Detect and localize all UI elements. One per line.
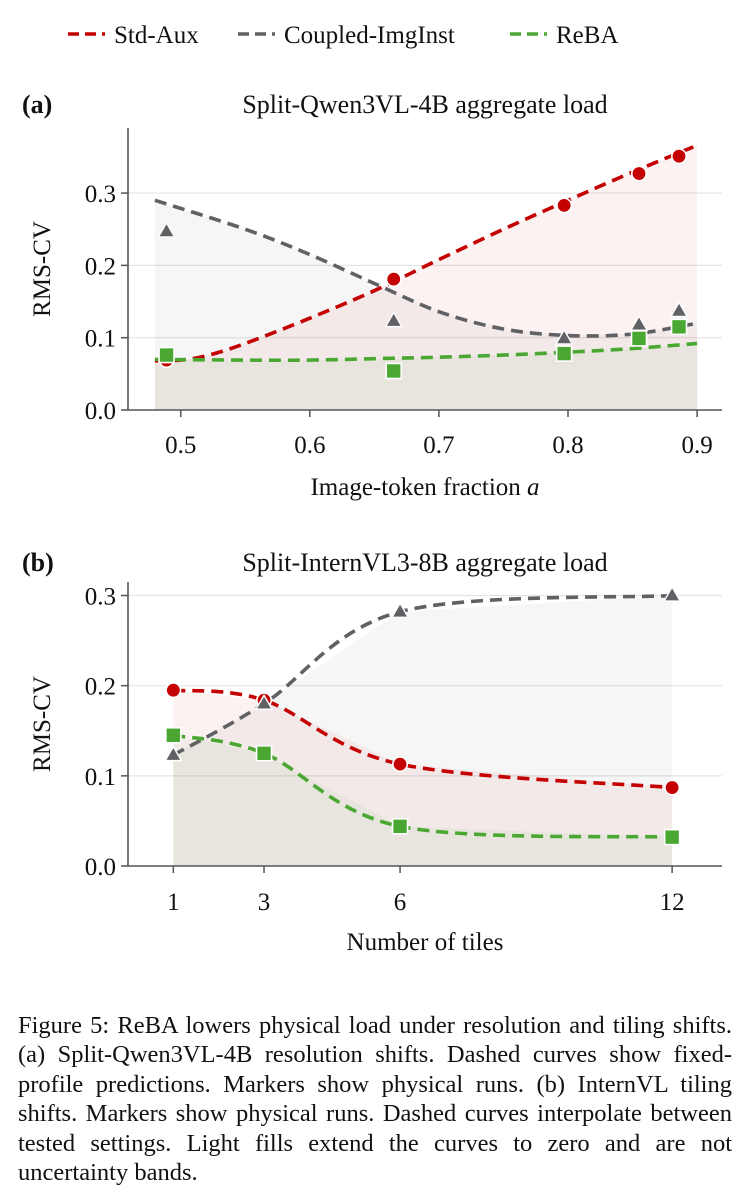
y-tick-label: 0.2	[85, 253, 116, 280]
x-tick-label: 6	[394, 889, 407, 916]
point-reba-4	[670, 318, 688, 336]
point-reba-2	[555, 345, 573, 362]
y-tick-label: 0.2	[85, 674, 116, 701]
point-std-aux-2	[392, 756, 409, 773]
point-std-aux-3	[664, 779, 681, 796]
y-tick-label: 0.3	[85, 181, 116, 208]
x-tick-label: 0.9	[681, 432, 712, 459]
y-tick-label: 0.0	[85, 854, 116, 881]
panel-b: 0.0 0.1 0.2 0.3 1 3 6 12 (b) Split-InternVL3-8B a…	[22, 548, 722, 956]
x-axis-label: Image-token fraction a	[310, 474, 539, 501]
y-tick-label: 0.0	[85, 398, 116, 425]
point-std-aux-1	[385, 271, 402, 288]
point-coupled-imginst-2	[390, 601, 410, 618]
point-reba-1	[255, 745, 273, 762]
panel-tag: (b)	[22, 548, 54, 577]
point-std-aux-3	[630, 165, 647, 182]
curve-std-aux	[154, 143, 698, 363]
panel-title: Split-InternVL3-8B aggregate load	[242, 548, 607, 577]
point-reba-2	[391, 818, 409, 835]
point-std-aux-2	[556, 197, 573, 214]
point-reba-1	[385, 362, 403, 380]
x-tick-label: 3	[258, 889, 271, 916]
y-tick-label: 0.3	[85, 584, 116, 611]
y-tick-label: 0.1	[85, 326, 116, 353]
point-reba-3	[663, 828, 681, 846]
x-tick-label: 0.5	[165, 432, 196, 459]
point-coupled-imginst-0	[164, 745, 183, 762]
x-tick-label: 1	[167, 889, 180, 916]
legend-label-1: Coupled-ImgInst	[284, 22, 455, 49]
point-std-aux-4	[671, 148, 688, 165]
figure-caption: Figure 5: ReBA lowers physical load unde…	[18, 1011, 732, 1187]
x-tick-label: 0.6	[294, 432, 325, 459]
point-std-aux-0	[165, 682, 182, 699]
panel-a: 0.0 0.1 0.2 0.3 0.5 0.6 0.7 0.8 0.9 (a) Split-Qwen…	[22, 90, 722, 501]
point-reba-0	[165, 726, 182, 744]
x-tick-label: 0.7	[423, 432, 454, 459]
point-coupled-imginst-3	[662, 585, 682, 602]
legend-label-0: Std-Aux	[114, 22, 199, 49]
curve-coupled-imginst	[154, 198, 698, 338]
x-tick-label: 0.8	[552, 432, 583, 459]
curve-reba	[154, 341, 698, 363]
point-reba-0	[158, 346, 175, 364]
area-fill-2	[173, 735, 673, 866]
figure: Std-Aux Coupled-ImgInst ReBA 0.00.10.20.30…	[22, 22, 722, 956]
legend: Std-Aux Coupled-ImgInst ReBA	[68, 22, 619, 49]
x-tick-label: 12	[660, 889, 685, 916]
curve-coupled-imginst	[172, 593, 673, 757]
point-coupled-imginst-4	[669, 301, 689, 318]
curve-reba	[172, 733, 673, 839]
panel-tag: (a)	[22, 90, 52, 119]
point-reba-3	[630, 330, 648, 347]
curve-std-aux	[173, 688, 673, 790]
y-tick-label: 0.1	[85, 764, 116, 791]
point-coupled-imginst-2	[554, 328, 574, 345]
area-fill-1	[173, 595, 673, 866]
area-fill-0	[173, 690, 673, 866]
panel-title: Split-Qwen3VL-4B aggregate load	[242, 90, 607, 119]
x-axis-label: Number of tiles	[347, 929, 504, 956]
point-coupled-imginst-1	[254, 693, 274, 710]
point-coupled-imginst-1	[384, 311, 404, 328]
y-axis-label: RMS-CV	[29, 676, 56, 772]
legend-label-2: ReBA	[556, 22, 619, 49]
point-coupled-imginst-0	[157, 221, 176, 238]
y-axis-label: RMS-CV	[29, 221, 56, 317]
